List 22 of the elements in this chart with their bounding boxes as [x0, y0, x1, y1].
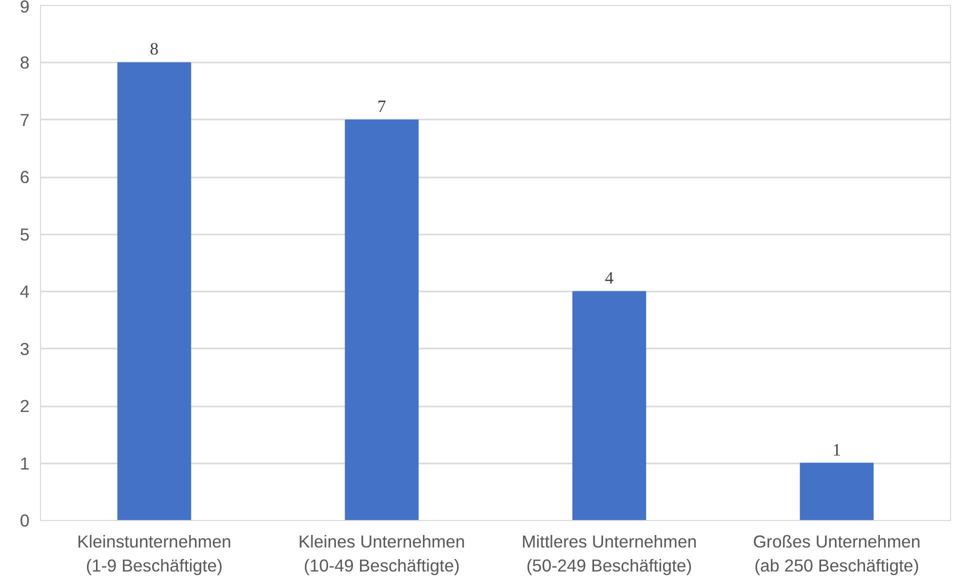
- bar: [572, 291, 646, 520]
- y-tick-label: 5: [20, 224, 30, 244]
- bar: [117, 62, 192, 520]
- x-tick-label: Großes Unternehmen (ab 250 Beschäftigte): [752, 532, 921, 576]
- data-label: 4: [604, 268, 614, 288]
- y-tick-label: 7: [20, 110, 30, 130]
- data-label: 1: [832, 440, 842, 460]
- y-tick-label: 6: [20, 167, 30, 188]
- bar: [344, 119, 419, 520]
- y-tick-label: 4: [20, 282, 30, 302]
- y-tick-label: 2: [20, 396, 30, 416]
- y-tick-label: 3: [20, 338, 30, 359]
- y-tick-label: 9: [20, 0, 30, 16]
- y-tick-label: 1: [20, 453, 30, 474]
- data-label: 7: [377, 96, 386, 116]
- data-label: 8: [150, 40, 159, 59]
- y-tick-label: 8: [20, 52, 30, 73]
- bar: [800, 462, 874, 520]
- x-tick-label: Kleinstunternehmen (1-9 Beschäftigte): [77, 532, 232, 576]
- x-tick-label: Kleines Unternehmen (10-49 Beschäftigte): [298, 532, 466, 576]
- x-tick-label: Mittleres Unternehmen (50-249 Beschäftigte): [522, 532, 697, 576]
- y-tick-label: 0: [20, 510, 30, 530]
